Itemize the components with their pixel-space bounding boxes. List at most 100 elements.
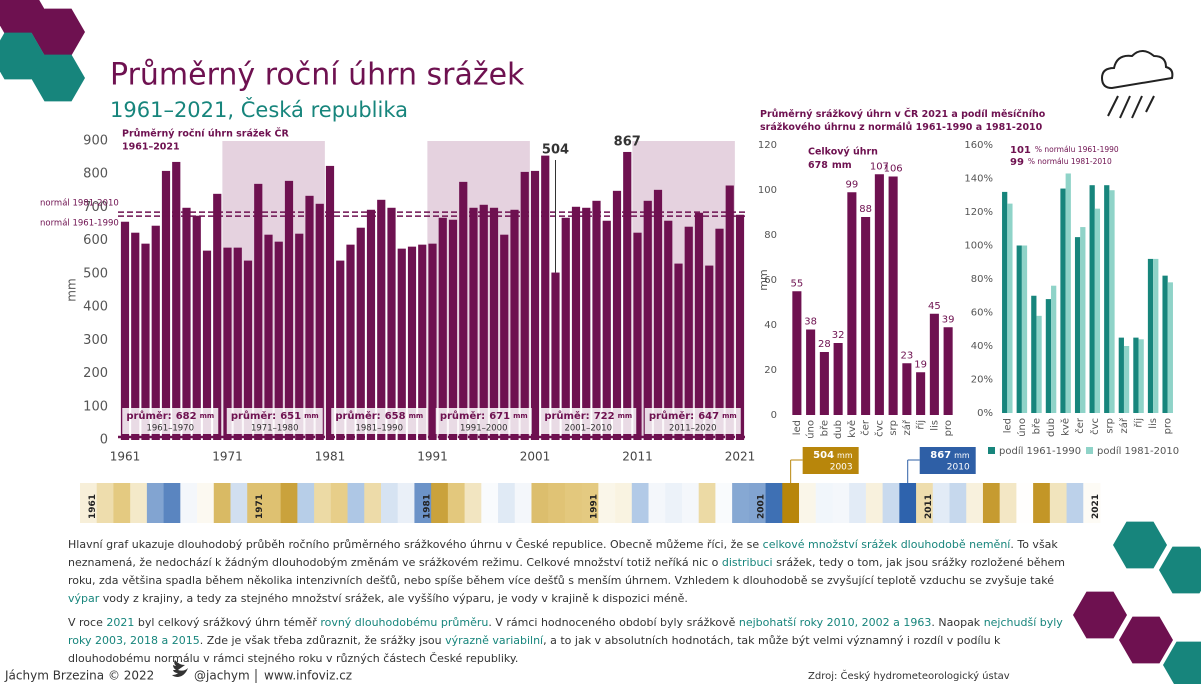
hexagon <box>1033 621 1087 669</box>
y-tick-label: 100 <box>758 185 777 196</box>
footer-source: Zdroj: Český hydrometeorologický ústav <box>808 669 1010 682</box>
y-tick-label: 800 <box>83 167 108 182</box>
bar <box>530 170 540 440</box>
bar <box>1138 339 1144 413</box>
average-box <box>122 408 219 434</box>
bar <box>1045 299 1052 413</box>
stripe <box>1016 483 1034 523</box>
y-tick-label: 200 <box>83 366 108 381</box>
hexagon <box>1073 591 1127 639</box>
bar <box>510 209 519 440</box>
bar <box>684 226 693 440</box>
text: . V rámci hodnoceného období byly srážko… <box>488 616 739 629</box>
cloud-icon <box>1100 50 1174 90</box>
bar <box>902 363 912 415</box>
average-period: 1981–1990 <box>355 424 403 434</box>
bar <box>725 185 734 440</box>
bar <box>664 220 673 440</box>
stripe <box>481 483 499 523</box>
bar <box>571 206 581 440</box>
bar <box>1080 227 1086 413</box>
average-prefix: průměr: <box>126 409 171 422</box>
stripe <box>163 483 181 523</box>
average-value: 647 <box>698 411 719 422</box>
bar <box>1007 203 1013 413</box>
bar <box>192 215 201 440</box>
bar <box>233 247 242 440</box>
stripe <box>96 483 114 523</box>
callout-unit: mm <box>837 451 853 460</box>
average-unit: mm <box>409 412 424 420</box>
x-tick-label: pro <box>943 420 954 436</box>
stripe <box>447 483 465 523</box>
stripe <box>715 483 733 523</box>
x-tick-label: kvě <box>846 420 858 438</box>
note-value: 101 <box>1010 145 1031 156</box>
average-box <box>226 408 323 434</box>
bar <box>202 250 212 440</box>
average-prefix: průměr: <box>649 409 694 422</box>
stripe <box>364 483 382 523</box>
hexagon <box>1163 641 1201 684</box>
total-label: Celkový úhrn <box>808 147 878 158</box>
stripe <box>230 483 248 523</box>
x-tick-label: čer <box>1074 417 1086 434</box>
stripe <box>146 483 165 523</box>
page-subtitle: 1961–2021, Česká republika <box>110 97 408 122</box>
bar <box>243 260 253 440</box>
note-value: 99 <box>1010 157 1024 168</box>
bar <box>1109 190 1115 413</box>
stripe <box>832 483 850 523</box>
bar <box>377 199 386 440</box>
bar <box>223 247 232 440</box>
highlight-text: výpar <box>68 592 100 605</box>
bar <box>612 190 622 440</box>
stripe <box>548 483 566 523</box>
x-tick-label: čer <box>860 419 872 436</box>
bar <box>1104 185 1110 413</box>
bar <box>161 170 171 440</box>
bar <box>916 372 926 415</box>
callout-value: 504 mm <box>813 450 853 461</box>
stripe <box>80 483 98 523</box>
chart-title: Průměrný srážkový úhrn v ČR 2021 a podíl… <box>760 109 1046 133</box>
x-tick-label: říj <box>915 420 927 430</box>
bar <box>325 165 335 440</box>
stripe-year: 2001 <box>757 494 767 519</box>
x-tick-label: bře <box>1030 418 1042 434</box>
x-tick-label: dub <box>1046 418 1057 437</box>
stripe <box>615 483 633 523</box>
normal-label: normál 1961-1990 <box>40 219 119 229</box>
value-label: 88 <box>859 204 872 215</box>
bar <box>1021 245 1028 413</box>
bar <box>582 207 591 440</box>
stripe <box>631 483 649 523</box>
bar <box>705 265 714 440</box>
average-label: průměr: 671 mm <box>440 409 528 422</box>
stripe <box>498 483 516 523</box>
bar <box>1002 191 1008 413</box>
bar <box>438 217 447 440</box>
bar <box>541 155 550 440</box>
x-tick-label: led <box>792 420 803 435</box>
bar <box>120 221 130 440</box>
x-tick-label: srp <box>888 420 899 436</box>
stripe-year: 2021 <box>1091 494 1101 519</box>
y-tick-label: 120% <box>964 207 993 218</box>
stripe <box>197 483 215 523</box>
highlight-text: nejchudší byly roky 2003, 2018 a 2015 <box>68 616 1063 647</box>
stripe <box>280 483 298 523</box>
value-label: 23 <box>901 350 914 361</box>
bar <box>715 228 724 440</box>
stripe <box>932 483 950 523</box>
bar <box>500 234 509 440</box>
bar <box>1074 237 1081 413</box>
stripe <box>431 483 449 523</box>
stripe <box>782 483 800 523</box>
stripe <box>865 483 884 523</box>
x-tick-label: úno <box>805 420 817 439</box>
bar <box>847 192 857 415</box>
bar <box>1036 315 1042 413</box>
note-text: % normálu 1981-2010 <box>1028 157 1112 166</box>
bar <box>643 200 652 440</box>
